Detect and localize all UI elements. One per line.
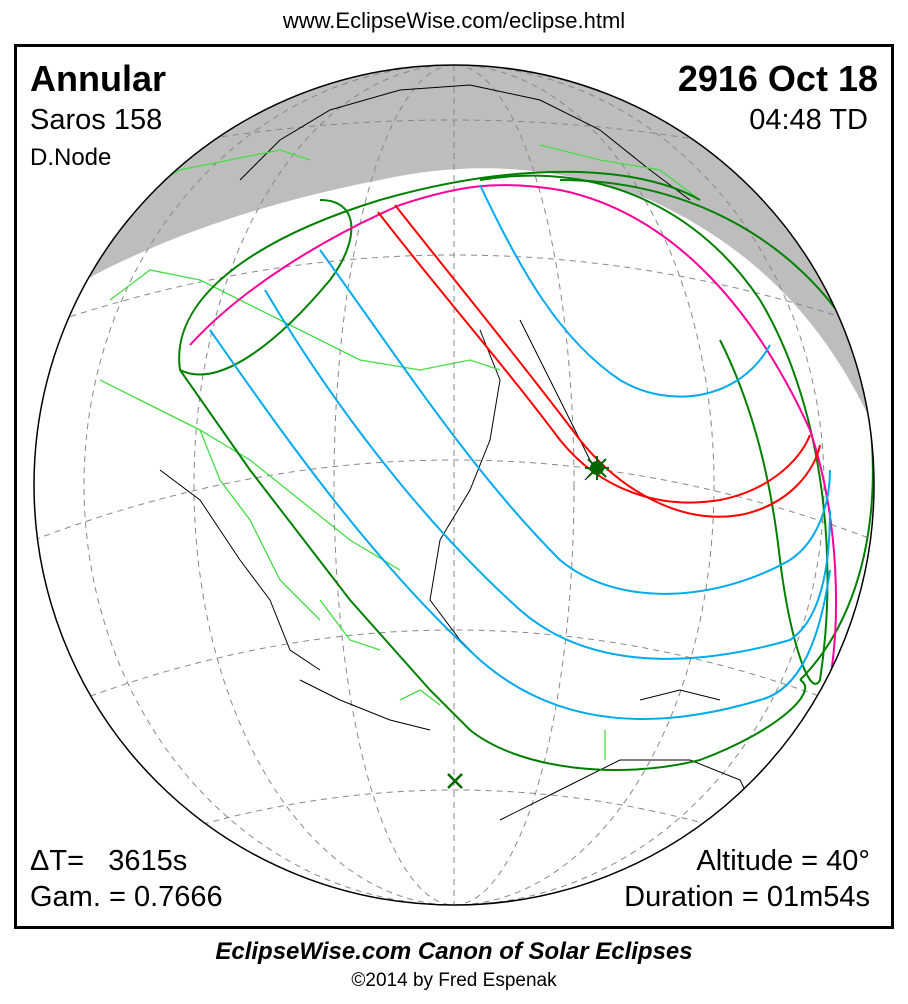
map-frame — [14, 44, 894, 929]
star-icon — [585, 456, 609, 480]
gamma: Gam. = 0.7666 — [30, 881, 223, 913]
eclipse-type: Annular — [30, 58, 167, 99]
duration: Duration = 01m54s — [624, 881, 870, 913]
eclipse-time: 04:48 TD — [749, 104, 868, 136]
eclipse-date: 2916 Oct 18 — [677, 58, 878, 99]
canon-title: EclipseWise.com Canon of Solar Eclipses — [215, 938, 693, 965]
magnitude-lines — [209, 184, 831, 721]
altitude: Altitude = 40° — [696, 845, 870, 877]
coastlines — [159, 84, 761, 821]
delta-t: ΔT= 3615s — [30, 845, 188, 877]
url-header: www.EclipseWise.com/eclipse.html — [282, 8, 626, 33]
rise-set-curves — [178, 170, 874, 771]
copyright: ©2014 by Fred Espenak — [351, 970, 557, 991]
x-mark-icon — [447, 773, 463, 789]
saros-number: Saros 158 — [30, 104, 163, 136]
node-label: D.Node — [30, 144, 112, 171]
globe-outline — [33, 64, 875, 906]
country-borders — [99, 144, 701, 760]
